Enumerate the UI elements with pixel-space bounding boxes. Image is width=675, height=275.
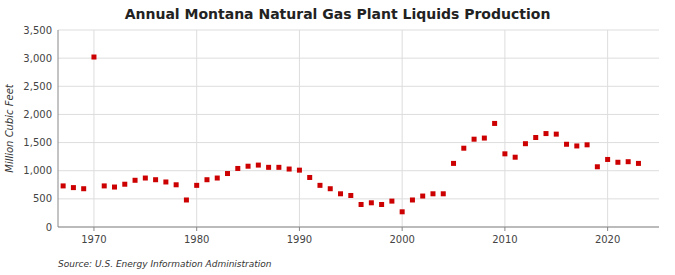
point [492, 121, 497, 126]
y-tick-label: 500 [33, 193, 52, 204]
x-tick-label: 1990 [287, 234, 312, 245]
point [256, 163, 261, 168]
point [482, 136, 487, 141]
x-grid-line [196, 30, 197, 227]
point [194, 183, 199, 188]
point [348, 193, 353, 198]
point [400, 209, 405, 214]
x-grid-line [607, 30, 608, 227]
point [297, 168, 302, 173]
point [276, 165, 281, 170]
point [626, 159, 631, 164]
x-tick [402, 227, 403, 231]
y-grid-line [58, 198, 659, 199]
point [112, 185, 117, 190]
y-axis-line [58, 30, 59, 227]
point [451, 161, 456, 166]
y-tick-label: 1,000 [23, 165, 52, 176]
point [143, 176, 148, 181]
point [153, 177, 158, 182]
point [317, 183, 322, 188]
x-grid-line [299, 30, 300, 227]
point [502, 151, 507, 156]
point [595, 164, 600, 169]
y-grid-line [58, 170, 659, 171]
point [523, 141, 528, 146]
point [266, 165, 271, 170]
y-tick-label: 0 [46, 222, 52, 233]
x-tick [299, 227, 300, 231]
point [369, 200, 374, 205]
title: Annual Montana Natural Gas Plant Liquids… [125, 6, 551, 22]
point [122, 182, 127, 187]
x-tick-label: 2010 [492, 234, 517, 245]
x-tick-label: 1980 [184, 234, 209, 245]
point [430, 191, 435, 196]
point [420, 194, 425, 199]
point [307, 175, 312, 180]
y-tick-label: 1,500 [23, 137, 52, 148]
point [533, 135, 538, 140]
point [235, 166, 240, 171]
point [389, 199, 394, 204]
y-axis-label: Million Cubic Feet [4, 83, 15, 173]
y-tick-label: 3,500 [23, 25, 52, 36]
y-tick-label: 2,000 [23, 109, 52, 120]
point [359, 202, 364, 207]
point [636, 161, 641, 166]
point [174, 182, 179, 187]
point [102, 183, 107, 188]
point [605, 157, 610, 162]
point [379, 202, 384, 207]
point [441, 191, 446, 196]
point [574, 143, 579, 148]
y-grid-line [58, 30, 659, 31]
axes: 0 500 1,000 1,500 2,000 2,500 3,000 3,500 1970 19… [23, 25, 659, 246]
point [163, 179, 168, 184]
x-tick [196, 227, 197, 231]
point [246, 164, 251, 169]
point [71, 185, 76, 190]
x-grid-line [402, 30, 403, 227]
point [287, 167, 292, 172]
x-tick-label: 1970 [81, 234, 106, 245]
point [215, 176, 220, 181]
x-grid-line [93, 30, 94, 227]
point [564, 142, 569, 147]
x-axis-line [58, 227, 659, 228]
x-tick [93, 227, 94, 231]
point [461, 146, 466, 151]
point [513, 155, 518, 160]
point [472, 137, 477, 142]
point [225, 171, 230, 176]
y-grid-line [58, 86, 659, 87]
point [184, 197, 189, 202]
point [328, 186, 333, 191]
x-tick [504, 227, 505, 231]
point [61, 183, 66, 188]
y-grid-line [58, 227, 659, 228]
points [61, 55, 641, 215]
grid [58, 30, 659, 227]
source-note: Source: U.S. Energy Information Administ… [58, 259, 272, 269]
y-grid-line [58, 58, 659, 59]
point [554, 132, 559, 137]
x-grid-line [504, 30, 505, 227]
y-tick-label: 2,500 [23, 81, 52, 92]
point [338, 191, 343, 196]
y-tick-label: 3,000 [23, 53, 52, 64]
x-tick [607, 227, 608, 231]
point [615, 160, 620, 165]
x-tick-label: 2000 [389, 234, 414, 245]
point [204, 177, 209, 182]
point [410, 197, 415, 202]
point [81, 186, 86, 191]
point [133, 178, 138, 183]
point [585, 142, 590, 147]
point [91, 55, 96, 60]
chart: Annual Montana Natural Gas Plant Liquids… [0, 0, 675, 275]
y-grid-line [58, 114, 659, 115]
point [543, 131, 548, 136]
x-tick-label: 2020 [595, 234, 620, 245]
